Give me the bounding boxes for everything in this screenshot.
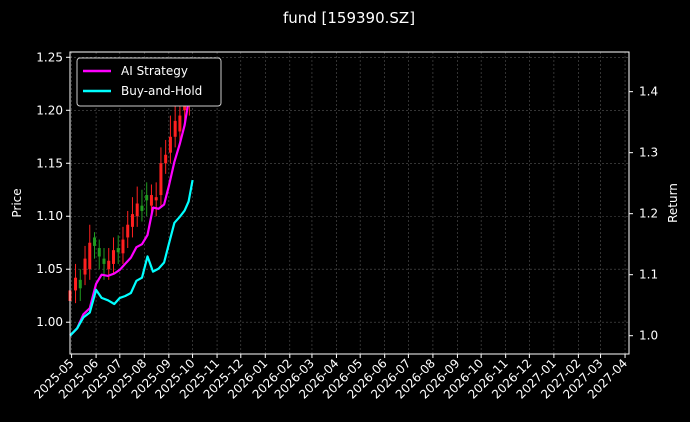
candle-body [168,136,172,153]
y-tick-label-left: 1.20 [36,103,63,117]
candle-body [121,239,125,254]
candle-body [140,205,144,211]
candle-body [173,120,177,137]
candle-body [97,248,101,257]
candle-body [107,260,111,270]
series-line-ai-strategy [69,82,194,337]
plot-frame [69,51,630,355]
candle-body [130,214,134,227]
candle-body [178,115,182,132]
legend-label-buy-and-hold: Buy-and-Hold [121,84,202,98]
candle-body [135,203,139,217]
candle-body [154,197,158,201]
y-axis-label-left: Price [10,188,24,217]
candle-body [88,242,92,270]
series-line-buy-and-hold [69,179,194,337]
candle-body [145,195,149,201]
candle-body [164,154,168,164]
candlesticks [68,67,191,314]
y-tick-label-right: 1.2 [639,207,658,221]
legend-box [76,57,222,107]
y-tick-label-left: 1.00 [36,315,63,329]
y-tick-label-right: 1.4 [639,85,658,99]
candle-body [102,258,106,264]
y-tick-label-left: 1.25 [36,50,63,64]
candle-body [111,250,115,264]
y-tick-label-right: 1.3 [639,146,658,160]
y-axis-label-right: Return [666,183,680,223]
y-tick-label-left: 1.10 [36,209,63,223]
candle-body [159,163,163,196]
candle-body [93,237,97,246]
series-lines [69,82,194,337]
y-tick-label-right: 1.1 [639,268,658,282]
y-tick-label-right: 1.0 [639,329,658,343]
legend-label-ai-strategy: AI Strategy [121,64,188,78]
legend: AI Strategy Buy-and-Hold [76,57,222,107]
y-tick-label-left: 1.15 [36,156,63,170]
candle-body [83,258,87,275]
candle-body [149,195,153,206]
candle-body [74,277,78,291]
candle-body [126,224,130,238]
candle-body [116,248,120,253]
grid [70,52,629,354]
candle-body [78,279,82,289]
y-tick-label-left: 1.05 [36,262,63,276]
chart-title: fund [159390.SZ] [283,9,415,27]
